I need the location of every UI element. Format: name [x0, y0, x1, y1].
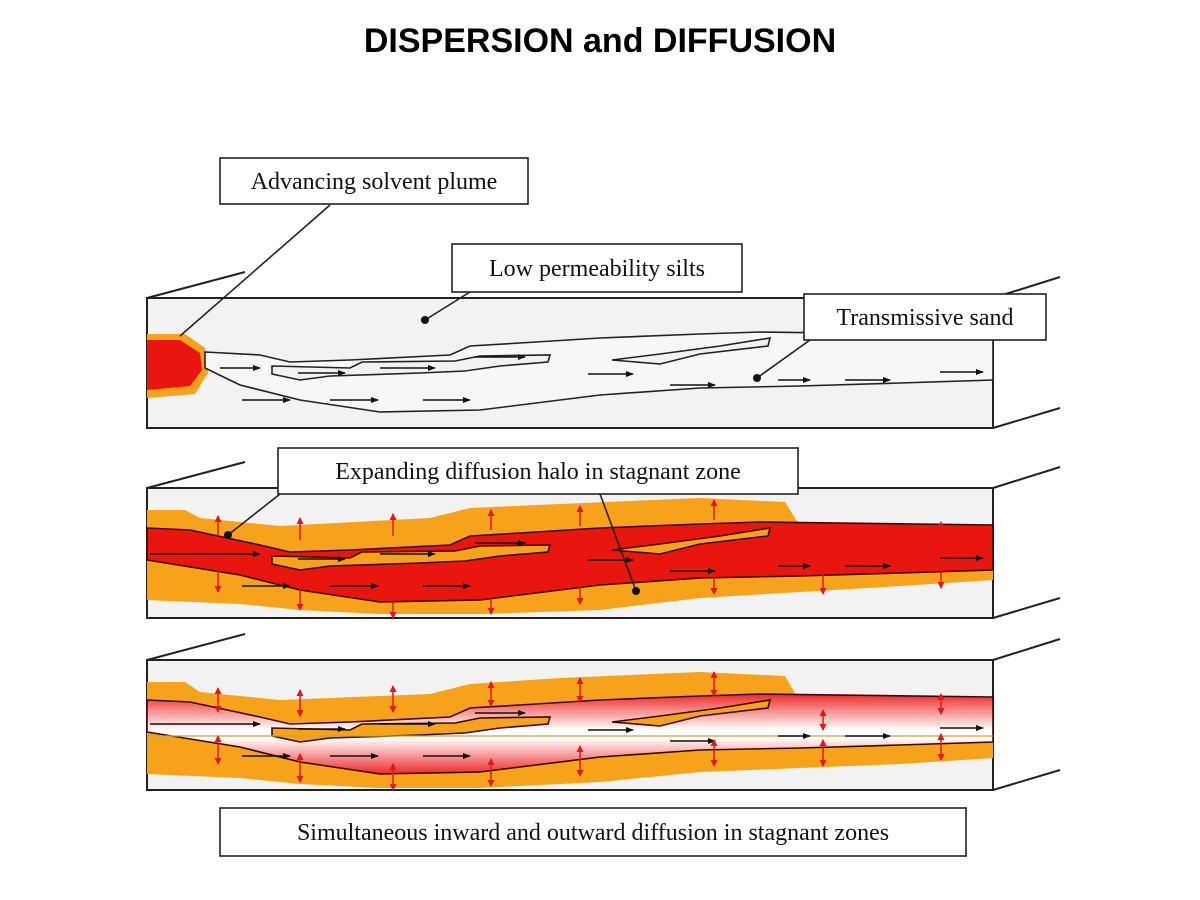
transmissive-sand-channel	[204, 331, 994, 413]
diagram-title: DISPERSION and DIFFUSION	[363, 22, 837, 60]
label-advancing-solvent-plume: Advancing solvent plume	[219, 157, 529, 205]
label-expanding-diffusion-halo: Expanding diffusion halo in stagnant zon…	[277, 447, 799, 495]
label-low-permeability-silts: Low permeability silts	[451, 243, 743, 293]
silt-lens	[611, 337, 772, 365]
halo-pointer-dot	[224, 531, 232, 539]
silt-lens	[611, 699, 772, 727]
silt-lens	[611, 527, 772, 555]
halo-pointer-dot-2	[632, 587, 640, 595]
panel-diffusion-halo	[146, 461, 1061, 619]
silts-pointer-dot	[421, 316, 429, 324]
label-text: Simultaneous inward and outward diffusio…	[297, 820, 889, 846]
transmissive-sand-channel	[146, 521, 994, 603]
panel-inward-outward-diffusion	[146, 633, 1061, 791]
sand-pointer-dot	[753, 374, 761, 382]
transmissive-sand-channel	[146, 693, 994, 775]
label-transmissive-sand: Transmissive sand	[803, 293, 1047, 341]
label-simultaneous-diffusion: Simultaneous inward and outward diffusio…	[219, 807, 967, 857]
plume-core	[147, 340, 202, 390]
silt-lens	[271, 544, 552, 571]
panel-advancing-plume	[146, 271, 1061, 429]
label-text: Expanding diffusion halo in stagnant zon…	[335, 459, 740, 485]
label-text: Advancing solvent plume	[251, 169, 498, 195]
label-text: Transmissive sand	[836, 305, 1013, 331]
label-text: Low permeability silts	[489, 256, 705, 282]
